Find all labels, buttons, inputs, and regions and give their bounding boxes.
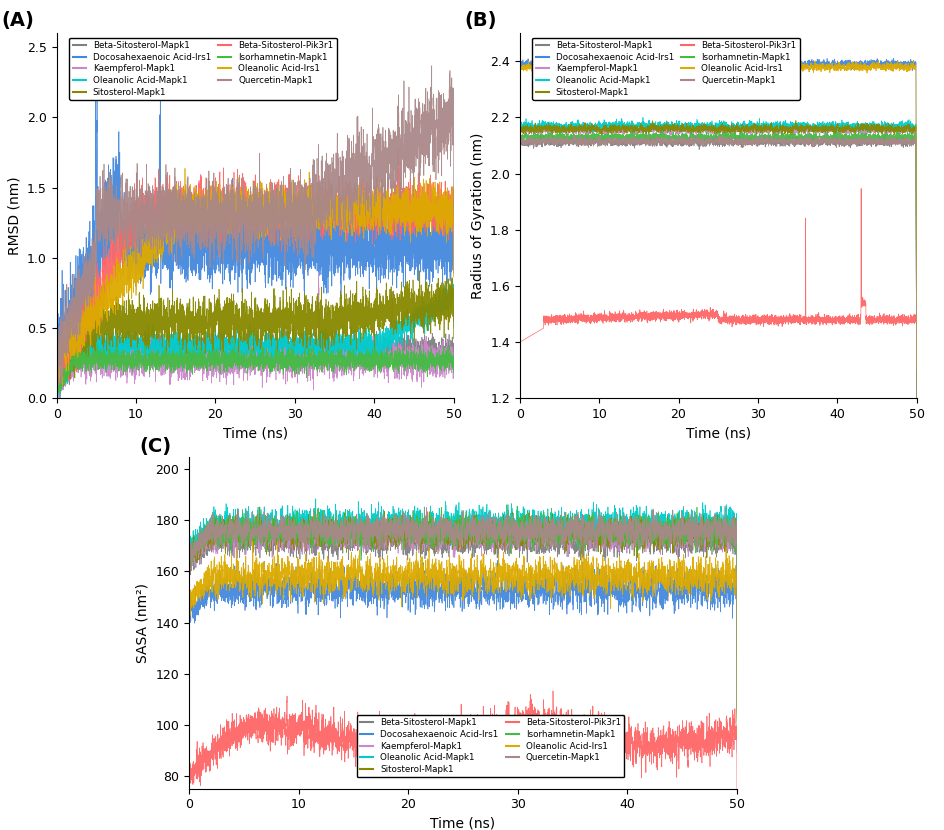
Y-axis label: RMSD (nm): RMSD (nm): [8, 177, 22, 255]
Legend: Beta-Sitosterol-Mapk1, Docosahexaenoic Acid-Irs1, Kaempferol-Mapk1, Oleanolic Ac: Beta-Sitosterol-Mapk1, Docosahexaenoic A…: [69, 37, 336, 100]
X-axis label: Time (ns): Time (ns): [430, 817, 495, 830]
Text: (B): (B): [464, 12, 497, 30]
X-axis label: Time (ns): Time (ns): [223, 427, 287, 441]
Text: (C): (C): [140, 437, 172, 456]
X-axis label: Time (ns): Time (ns): [685, 427, 750, 441]
Y-axis label: Radius of Gyration (nm): Radius of Gyration (nm): [470, 133, 484, 299]
Text: (A): (A): [1, 12, 34, 30]
Y-axis label: SASA (nm²): SASA (nm²): [136, 583, 150, 662]
Legend: Beta-Sitosterol-Mapk1, Docosahexaenoic Acid-Irs1, Kaempferol-Mapk1, Oleanolic Ac: Beta-Sitosterol-Mapk1, Docosahexaenoic A…: [531, 37, 799, 100]
Legend: Beta-Sitosterol-Mapk1, Docosahexaenoic Acid-Irs1, Kaempferol-Mapk1, Oleanolic Ac: Beta-Sitosterol-Mapk1, Docosahexaenoic A…: [356, 715, 624, 778]
